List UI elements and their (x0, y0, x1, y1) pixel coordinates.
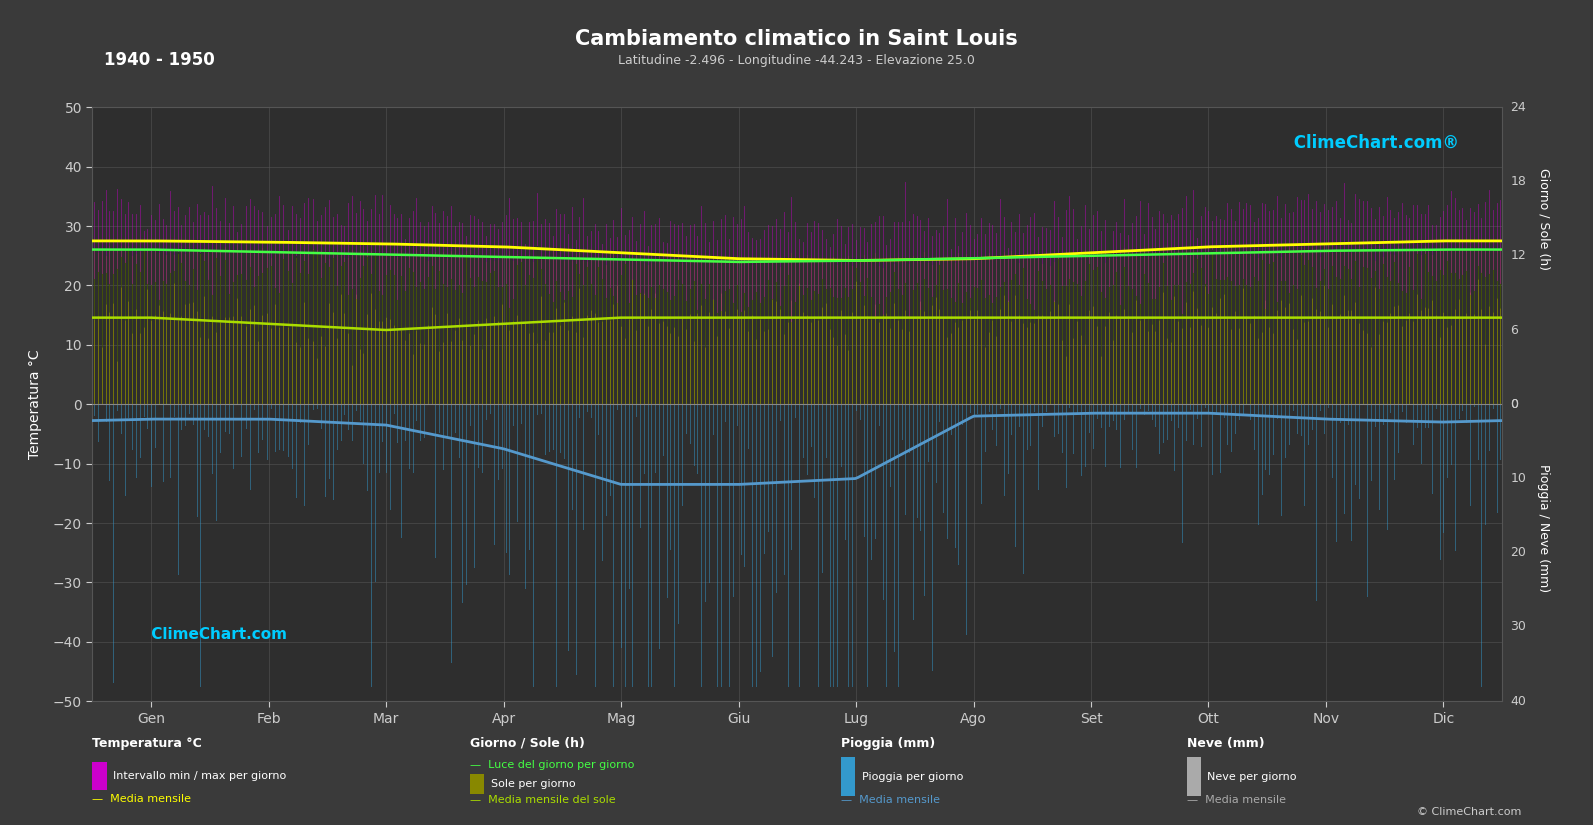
Text: Giorno / Sole (h): Giorno / Sole (h) (470, 737, 585, 750)
Text: —  Media mensile del sole: — Media mensile del sole (470, 794, 615, 804)
Text: Giorno / Sole (h): Giorno / Sole (h) (1537, 167, 1550, 270)
Text: 1940 - 1950: 1940 - 1950 (104, 50, 215, 68)
Text: ClimeChart.com®: ClimeChart.com® (1287, 134, 1459, 152)
Y-axis label: Temperatura °C: Temperatura °C (27, 350, 41, 459)
Text: 10: 10 (1510, 472, 1526, 485)
Text: —  Luce del giorno per giorno: — Luce del giorno per giorno (470, 760, 634, 770)
Text: 18: 18 (1510, 175, 1526, 188)
Text: 40: 40 (1510, 695, 1526, 708)
Text: © ClimeChart.com: © ClimeChart.com (1416, 807, 1521, 817)
Text: —  Media mensile: — Media mensile (92, 794, 191, 804)
Text: Temperatura °C: Temperatura °C (92, 737, 202, 750)
Text: Sole per giorno: Sole per giorno (491, 779, 575, 789)
Text: Pioggia (mm): Pioggia (mm) (841, 737, 935, 750)
Text: 6: 6 (1510, 323, 1518, 337)
Text: 24: 24 (1510, 101, 1526, 114)
Text: 20: 20 (1510, 546, 1526, 559)
Text: Latitudine -2.496 - Longitudine -44.243 - Elevazione 25.0: Latitudine -2.496 - Longitudine -44.243 … (618, 54, 975, 67)
Text: Neve per giorno: Neve per giorno (1207, 772, 1297, 782)
Text: 12: 12 (1510, 249, 1526, 262)
Text: 30: 30 (1510, 620, 1526, 634)
Text: 0: 0 (1510, 398, 1518, 411)
Text: Neve (mm): Neve (mm) (1187, 737, 1265, 750)
Text: Cambiamento climatico in Saint Louis: Cambiamento climatico in Saint Louis (575, 29, 1018, 49)
Text: Pioggia / Neve (mm): Pioggia / Neve (mm) (1537, 464, 1550, 592)
Text: Intervallo min / max per giorno: Intervallo min / max per giorno (113, 771, 287, 781)
Text: —  Media mensile: — Media mensile (841, 794, 940, 804)
Text: —  Media mensile: — Media mensile (1187, 794, 1286, 804)
Text: 0: 0 (1510, 398, 1518, 411)
Text: ClimeChart.com: ClimeChart.com (147, 627, 287, 642)
Text: Pioggia per giorno: Pioggia per giorno (862, 772, 964, 782)
